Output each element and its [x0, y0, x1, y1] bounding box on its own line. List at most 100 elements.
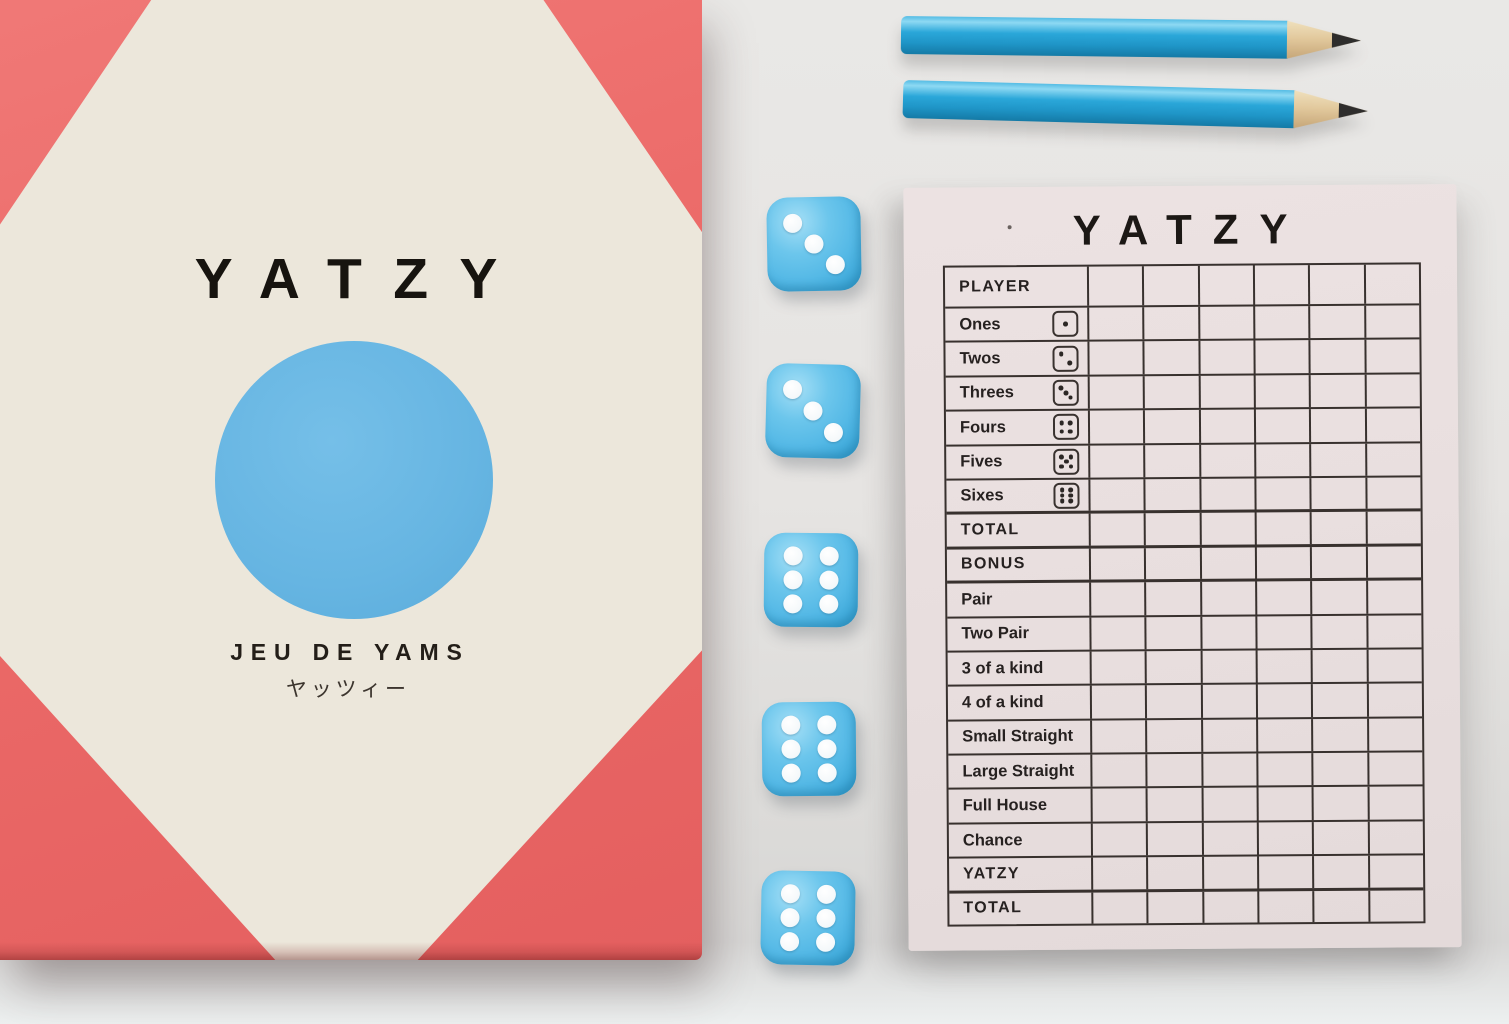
score-table: PLAYER Ones Twos Threes Fours Fives Sixes TOTAL… — [942, 262, 1426, 927]
score-cell — [1198, 375, 1254, 409]
die-pip — [816, 884, 836, 904]
score-cell — [1142, 265, 1198, 306]
row-label: Sixes — [960, 486, 1004, 505]
score-cell — [1144, 650, 1201, 684]
die-pip — [817, 739, 837, 759]
die-icon-pip — [1068, 493, 1073, 498]
score-cell — [1144, 582, 1200, 615]
score-cell — [1253, 306, 1309, 339]
score-cell — [1312, 821, 1368, 855]
row-label: BONUS — [960, 555, 1026, 573]
row-label-cell: Chance — [949, 824, 1091, 857]
score-row: Twos — [945, 339, 1420, 378]
score-row: Fours — [945, 408, 1421, 447]
score-cell — [1199, 616, 1256, 649]
die-icon-pip — [1068, 454, 1074, 459]
score-cell — [1145, 753, 1202, 787]
row-label: Fours — [959, 418, 1006, 437]
score-cell — [1257, 856, 1313, 889]
score-cell — [1143, 444, 1200, 478]
pencil-wood-tip — [1287, 21, 1361, 60]
score-cell — [1143, 513, 1200, 546]
score-cell — [1365, 511, 1421, 544]
game-box: YATZY JEU DE YAMS ヤッツィー — [0, 0, 702, 960]
die-icon-pip — [1059, 420, 1064, 426]
score-cell — [1309, 443, 1366, 477]
row-label-cell: Full House — [949, 789, 1091, 822]
score-cell — [1087, 376, 1144, 409]
die-icon-6 — [1053, 482, 1080, 509]
die-icon-pip — [1059, 487, 1065, 493]
row-label: PLAYER — [958, 277, 1031, 296]
score-row: TOTAL — [949, 889, 1424, 925]
score-cell — [1254, 512, 1311, 545]
row-label: Twos — [959, 349, 1001, 368]
score-row: Chance — [948, 821, 1424, 859]
die-pip — [815, 933, 836, 953]
score-row: Full House — [948, 786, 1423, 825]
die-pip — [783, 570, 803, 590]
die-icon-pip — [1059, 429, 1064, 434]
row-label: TOTAL — [963, 899, 1023, 917]
die-face-6 — [760, 870, 856, 966]
pencil-1 — [900, 16, 1361, 60]
score-cell — [1366, 718, 1423, 751]
die-pip — [781, 715, 801, 735]
row-label-cell: PLAYER — [945, 267, 1087, 307]
row-label: Full House — [962, 796, 1048, 815]
die-pip — [817, 714, 837, 734]
score-cell — [1254, 478, 1310, 510]
score-row: Large Straight — [948, 752, 1423, 791]
row-label-cell: Twos — [945, 342, 1087, 375]
die-icon-pip — [1068, 487, 1073, 492]
die-pip — [819, 570, 839, 590]
score-cell — [1309, 477, 1366, 510]
score-row: Ones — [945, 305, 1420, 344]
die-icon-pip — [1059, 454, 1064, 460]
score-cell — [1365, 614, 1422, 648]
die-icon-pip — [1062, 321, 1068, 327]
die-icon-pip — [1068, 395, 1073, 400]
score-cell — [1200, 684, 1257, 718]
row-label-cell: Fours — [946, 411, 1088, 444]
score-cell — [1088, 548, 1145, 580]
score-cell — [1088, 444, 1144, 478]
score-cell — [1364, 374, 1420, 407]
die-icon-3 — [1052, 379, 1079, 406]
score-cell — [1364, 408, 1421, 442]
die-icon-pip — [1068, 420, 1073, 426]
die-face-3 — [764, 362, 862, 460]
score-row: Threes — [945, 374, 1420, 412]
score-cell — [1308, 340, 1365, 373]
score-cell — [1143, 410, 1199, 443]
score-cell — [1309, 408, 1365, 442]
score-cell — [1091, 857, 1147, 890]
row-label: Fives — [960, 452, 1003, 471]
dice-column — [755, 190, 875, 980]
score-cell — [1088, 513, 1145, 546]
score-cell — [1312, 855, 1368, 888]
score-row: 3 of a kind — [947, 649, 1422, 687]
score-cell — [1310, 649, 1367, 683]
score-row: Sixes — [946, 477, 1421, 515]
score-cell — [1144, 547, 1200, 580]
die-pip — [780, 932, 800, 952]
score-cell — [1142, 375, 1199, 409]
row-label-cell: Sixes — [946, 480, 1088, 512]
row-label-cell: Fives — [946, 445, 1088, 478]
score-cell — [1366, 649, 1422, 683]
score-cell — [1199, 512, 1255, 545]
score-cell — [1198, 340, 1254, 374]
score-cell — [1086, 266, 1143, 306]
die-icon-2 — [1052, 345, 1079, 372]
score-cell — [1365, 546, 1422, 578]
score-cell — [1198, 409, 1255, 443]
die-icon-pip — [1058, 351, 1064, 357]
score-cell — [1364, 442, 1421, 476]
score-cell — [1253, 340, 1309, 374]
die-face-6 — [763, 532, 859, 628]
die-pip — [816, 908, 836, 928]
score-row: Fives — [946, 442, 1421, 481]
row-label: TOTAL — [960, 521, 1020, 539]
score-cell — [1254, 443, 1310, 477]
